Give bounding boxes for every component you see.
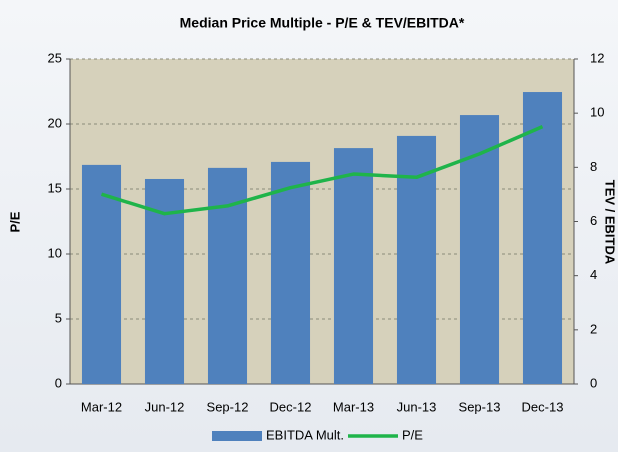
x-tick-label: Mar-12: [81, 399, 122, 414]
x-tick-label: Mar-13: [333, 399, 374, 414]
y2-tick-label: 12: [590, 50, 604, 65]
legend-swatch: [212, 431, 262, 441]
y-tick-label: 15: [48, 180, 62, 195]
legend-label: EBITDA Mult.: [266, 427, 344, 442]
legend-label: P/E: [402, 427, 423, 442]
y-tick-label: 25: [48, 50, 62, 65]
y2-tick-label: 10: [590, 105, 604, 120]
y-tick-label: 0: [55, 375, 62, 390]
y2-axis-title: TEV / EBITDA: [603, 180, 618, 265]
x-tick-label: Dec-12: [270, 399, 312, 414]
y-axis-title: P/E: [7, 211, 22, 232]
y2-tick-label: 0: [590, 375, 597, 390]
y-tick-label: 5: [55, 310, 62, 325]
x-tick-label: Sep-13: [459, 399, 501, 414]
bar: [270, 161, 311, 384]
y-tick-label: 10: [48, 245, 62, 260]
y2-tick-label: 8: [590, 159, 597, 174]
bar: [333, 148, 374, 384]
y2-tick-label: 4: [590, 267, 597, 282]
bar: [81, 164, 122, 384]
x-tick-label: Dec-13: [522, 399, 564, 414]
y2-tick-label: 6: [590, 213, 597, 228]
x-tick-label: Jun-12: [145, 399, 185, 414]
y-tick-label: 20: [48, 115, 62, 130]
bar: [522, 92, 563, 385]
x-tick-label: Jun-13: [397, 399, 437, 414]
y2-tick-label: 2: [590, 321, 597, 336]
x-tick-label: Sep-12: [207, 399, 249, 414]
line: [100, 124, 544, 216]
chart-title: Median Price Multiple - P/E & TEV/EBITDA…: [180, 15, 465, 31]
